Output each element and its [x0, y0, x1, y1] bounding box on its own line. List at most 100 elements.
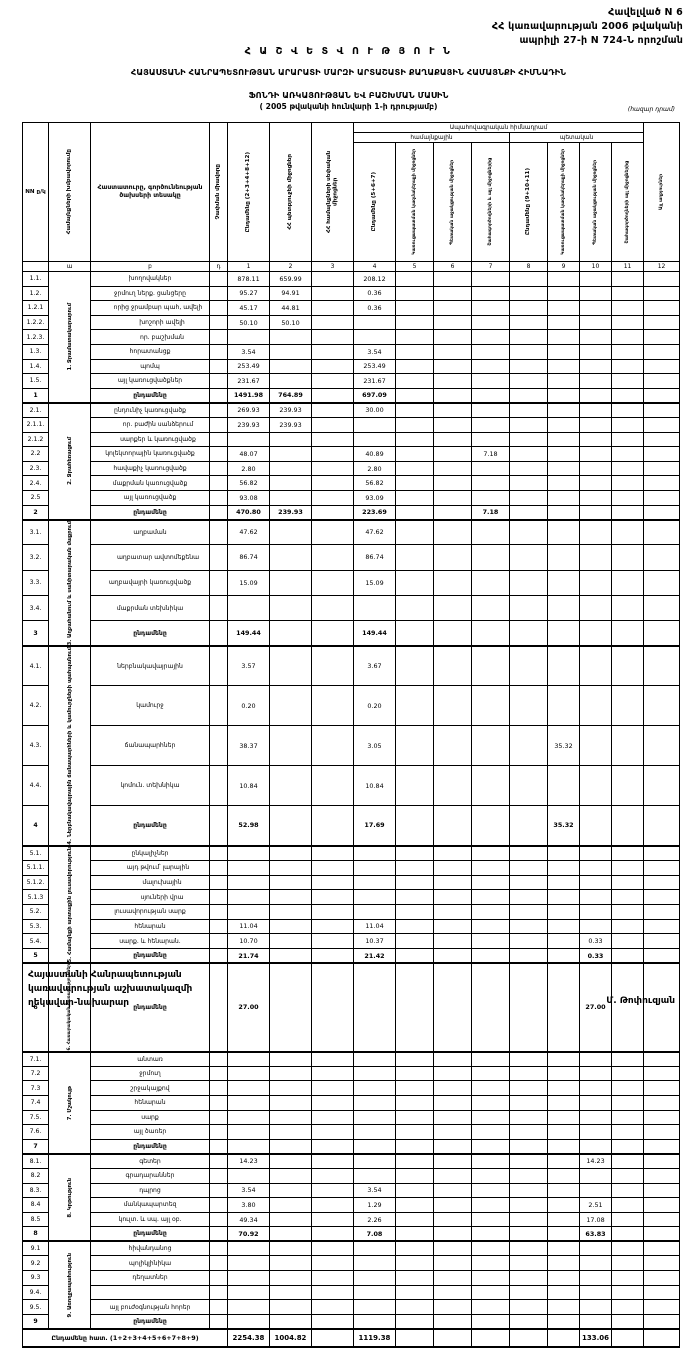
cell-c1: 10.84	[227, 765, 270, 807]
cell-c3	[311, 489, 354, 506]
row-unit	[209, 1299, 228, 1315]
cell-c9	[547, 373, 580, 389]
cell-c10	[579, 544, 612, 571]
cell-c8	[509, 918, 548, 935]
cell-c3	[311, 933, 354, 949]
cell-c4	[353, 1094, 396, 1111]
cell-c4: 253.49	[353, 358, 396, 375]
row-unit	[209, 300, 228, 316]
cell-c5	[395, 933, 434, 949]
row-name: պոմպ	[90, 358, 210, 375]
footer-line-3: ղեկավար-նախարար	[28, 998, 130, 1008]
cell-c3	[311, 569, 354, 596]
cell-c2	[269, 620, 312, 647]
cell-c11	[610, 918, 645, 935]
cell-c1: 48.07	[227, 446, 270, 462]
row-number: 1	[22, 387, 49, 404]
row-name: այլ ծառեր	[90, 1124, 210, 1140]
cell-c12	[643, 358, 681, 375]
row-number: 1.2.	[22, 285, 49, 302]
row-unit	[209, 947, 228, 965]
cell-c10	[579, 1065, 612, 1082]
cell-c8	[509, 1182, 548, 1199]
cell-c8	[509, 685, 548, 727]
row-name: ընդունիչ կառուցվածք	[90, 402, 210, 418]
cell-c4	[353, 431, 396, 448]
row-unit	[209, 544, 228, 571]
cell-c12	[643, 620, 681, 647]
cell-c1	[227, 1065, 270, 1082]
cell-c12	[643, 343, 681, 360]
header-c12: Այլ աղբյուրներ	[643, 122, 681, 262]
cell-c11	[610, 431, 645, 448]
row-name: մաքրման տեխնիկա	[90, 594, 210, 622]
cell-c10	[579, 300, 612, 316]
cell-c2	[269, 889, 312, 905]
cell-c6	[433, 373, 472, 389]
cell-c10	[579, 314, 612, 331]
cell-c7	[471, 765, 510, 807]
cell-c10	[579, 519, 612, 546]
cell-c7	[471, 1284, 510, 1301]
cell-c7	[471, 1167, 510, 1184]
cell-c11	[610, 1167, 645, 1184]
row-unit	[209, 1080, 228, 1096]
cell-c6	[433, 859, 472, 876]
row-name: մալուխային	[90, 874, 210, 891]
row-group-label: 7. Մշակույթ	[48, 1051, 91, 1155]
cell-c4	[353, 1124, 396, 1140]
row-group-text: 9. Առողջապահություն	[66, 1252, 73, 1318]
cell-c7	[471, 962, 510, 1053]
cell-c7	[471, 889, 510, 905]
cell-c3	[311, 947, 354, 965]
row-number: 8.3.	[22, 1182, 49, 1199]
cell-c3	[311, 1226, 354, 1243]
cell-c7	[471, 645, 510, 687]
cell-c8	[509, 1153, 548, 1169]
cell-c12	[643, 314, 681, 331]
cell-c8	[509, 1299, 548, 1315]
cell-c1: 15.09	[227, 569, 270, 596]
cell-c9	[547, 685, 580, 727]
cell-c3	[311, 1094, 354, 1111]
cell-c7	[471, 387, 510, 404]
table-row: 2.4. մաքրման կառուցվածք 56.82 56.82	[22, 475, 681, 491]
cell-c8	[509, 620, 548, 647]
row-number: 5	[22, 947, 49, 965]
cell-c9	[547, 416, 580, 433]
cell-c8	[509, 416, 548, 433]
row-unit	[209, 1094, 228, 1111]
cell-c5	[395, 1240, 434, 1257]
row-group-text: 3. Աղբահանում և սանիտարական մաքրում	[66, 520, 73, 645]
cell-c1: 149.44	[227, 620, 270, 647]
cell-c2	[269, 918, 312, 935]
cell-c8	[509, 1138, 548, 1155]
row-unit	[209, 1051, 228, 1067]
row-number: 2.3.	[22, 460, 49, 477]
cell-c7	[471, 918, 510, 935]
cell-c5	[395, 1211, 434, 1228]
cell-c4: 2.26	[353, 1211, 396, 1228]
cell-c3	[311, 859, 354, 876]
cell-c1: 878.11	[227, 271, 270, 287]
cell-c12	[643, 805, 681, 847]
table-row: 1.5. այլ կառուցվածքներ 231.67 231.67	[22, 373, 681, 389]
header-name: Հաստատուրը, գործունեության ծախսերի տեսակ…	[90, 122, 210, 262]
cell-c9	[547, 1313, 580, 1330]
colnum-b: բ	[90, 261, 210, 272]
table-row: 1 ընդամենը 1491.98 764.89 697.09	[22, 387, 681, 404]
row-number: 9	[22, 1313, 49, 1330]
cell-c8	[509, 285, 548, 302]
colnum-9: 9	[547, 261, 580, 272]
table-row: 1.3. հորատանցք 3.54 3.54	[22, 343, 681, 360]
cell-c10	[579, 859, 612, 876]
cell-c9	[547, 1299, 580, 1315]
cell-c2	[269, 373, 312, 389]
cell-c12	[643, 1065, 681, 1082]
cell-c1: 3.57	[227, 645, 270, 687]
cell-c9	[547, 504, 580, 521]
cell-c12	[643, 1226, 681, 1243]
row-group-text: 8. Կրթություն	[66, 1177, 73, 1218]
cell-c7	[471, 805, 510, 847]
cell-c11	[610, 1211, 645, 1228]
